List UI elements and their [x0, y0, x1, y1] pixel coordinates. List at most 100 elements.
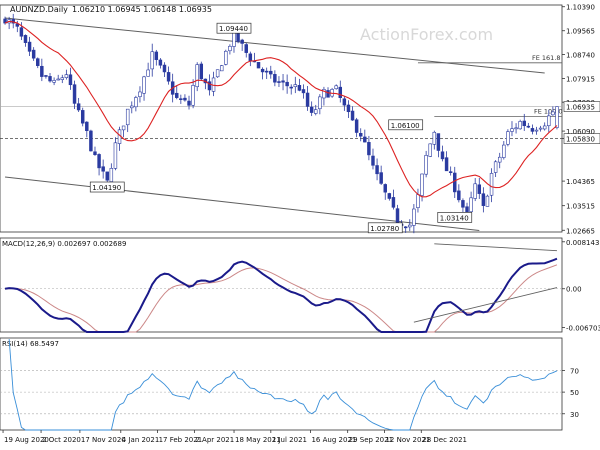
candle-body [260, 68, 265, 73]
candle-body [277, 81, 281, 83]
candle-body [346, 104, 351, 113]
candle-body [130, 105, 134, 109]
x-axis-label: 4 Jan 2021 [122, 436, 160, 444]
candle-body [518, 121, 522, 130]
candle-body [281, 80, 285, 83]
candle-body [436, 133, 441, 151]
price-axis-label: 1.06090 [566, 128, 595, 136]
upper-channel-line [4, 17, 545, 74]
candle-body [420, 173, 424, 196]
candle-body [318, 96, 322, 110]
candle-body [416, 194, 420, 208]
candle-body [530, 128, 535, 132]
price-axis-label: 1.04365 [566, 178, 595, 186]
candle-body [113, 142, 118, 169]
candle-body [379, 172, 383, 184]
candle-body [305, 92, 310, 107]
ohlc-line: 1.06210 1.06945 1.06148 1.06935 [72, 5, 212, 14]
candle-body [264, 70, 269, 73]
x-axis-label: 19 Aug 2020 [4, 436, 49, 444]
price-panel-frame [0, 4, 563, 233]
candle-body [289, 86, 293, 89]
candle-body [179, 98, 183, 100]
candle-body [506, 131, 510, 145]
candle-body [256, 62, 261, 69]
rsi-title: RSI(14) 68.5497 [2, 340, 59, 348]
price-axis-label: 1.03515 [566, 203, 595, 211]
candle-body [199, 63, 204, 80]
rsi-axis-label: 50 [570, 389, 579, 397]
price-axis-label: 1.02665 [566, 227, 595, 235]
candle-body [109, 168, 114, 182]
candle-body [371, 155, 375, 166]
candle-body [134, 97, 138, 108]
candle-body [150, 51, 154, 70]
rsi-panel-frame [0, 337, 563, 431]
candle-body [334, 85, 338, 90]
candle-body [175, 92, 179, 98]
level-label-box [437, 212, 473, 223]
candle-body [502, 144, 506, 158]
macd-panel: MACD(12,26,9) 0.002697 0.002689 0.008143 0… [0, 237, 600, 333]
candle-body [72, 84, 77, 104]
x-axis-label: 1 Jul 2021 [272, 436, 307, 444]
candle-body [514, 127, 518, 130]
x-axis-label: 12 Nov 2021 [385, 436, 430, 444]
candle-body [56, 78, 60, 81]
candle-body [228, 45, 232, 52]
candle-body [465, 206, 469, 213]
candle-body [481, 193, 486, 206]
candle-body [121, 125, 126, 131]
candle-body [224, 50, 228, 65]
candle-body [85, 121, 89, 131]
candle-body [326, 90, 330, 98]
candle-body [322, 89, 326, 99]
fe-161-label: FE 161.8 [532, 54, 561, 62]
x-axis-label: 17 Feb 2021 [159, 436, 203, 444]
candle-body [391, 197, 396, 208]
price-tag: 1.06935 [566, 104, 595, 112]
candle-body [551, 111, 555, 116]
level-label-box [89, 181, 125, 193]
candle-body [215, 69, 220, 78]
candle-body [547, 115, 551, 127]
candle-body [142, 76, 146, 94]
level-label: 1.03140 [440, 214, 469, 222]
candle-body [428, 143, 432, 157]
rsi-line [8, 339, 558, 431]
candle-body [309, 106, 314, 113]
candle-body [240, 39, 244, 44]
candle-body [52, 80, 56, 83]
level-label-box [388, 119, 424, 131]
macd-title: MACD(12,26,9) 0.002697 0.002689 [2, 240, 126, 248]
candle-body [473, 183, 477, 199]
price-panel: 1.103901.095651.087401.079151.070901.060… [0, 4, 600, 235]
price-tag-box [563, 133, 600, 144]
rsi-panel: RSI(14) 68.5497 70 50 30 [0, 337, 579, 431]
level-label: 1.06100 [391, 122, 420, 130]
candle-body [555, 106, 559, 128]
price-tag: 1.05830 [566, 136, 595, 144]
candle-body [469, 197, 473, 213]
candle-body [273, 74, 277, 83]
candle-body [297, 85, 302, 91]
candle-body [44, 75, 48, 77]
candle-body [387, 193, 392, 199]
x-axis-label: 2 Oct 2020 [42, 436, 81, 444]
rsi-axis-label: 30 [570, 411, 579, 419]
candle-body [383, 184, 387, 193]
macd-upper-trendline [434, 243, 557, 252]
macd-panel-frame [0, 237, 563, 333]
candle-body [244, 44, 248, 53]
candle-body [93, 151, 97, 155]
candle-body [301, 89, 306, 94]
moving-average-line [4, 20, 558, 198]
candle-body [522, 120, 526, 127]
candle-body [461, 200, 465, 208]
x-axis-label: 16 Aug 2021 [311, 436, 356, 444]
candle-body [207, 81, 212, 91]
candle-body [162, 64, 167, 73]
level-label: 1.09440 [219, 25, 248, 33]
